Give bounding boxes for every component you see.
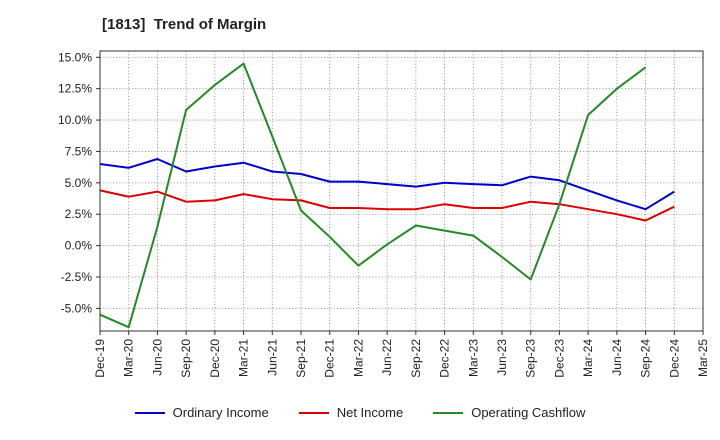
y-tick-label: 5.0% [65, 176, 93, 190]
x-tick-label: Mar-23 [466, 339, 480, 377]
y-tick-label: 7.5% [65, 144, 93, 158]
legend-label: Ordinary Income [172, 405, 269, 420]
y-tick-label: 2.5% [65, 207, 93, 221]
series-line-net-income [99, 189, 675, 222]
chart-title: [1813] Trend of Margin [102, 16, 267, 33]
x-tick-label: Jun-23 [495, 339, 509, 376]
x-tick-label: Mar-20 [122, 339, 136, 377]
x-tick-label: Dec-21 [323, 339, 337, 378]
series-lines [99, 62, 675, 329]
x-tick-label: Mar-25 [696, 339, 710, 377]
y-tick-label: -2.5% [61, 270, 93, 284]
x-tick-label: Mar-22 [351, 339, 365, 377]
x-axis-ticks: Dec-19 Mar-20 Jun-20 Sep-20 Dec-20 Mar-21 Jun-… [93, 331, 710, 378]
plot-frame [99, 50, 704, 332]
y-tick-label: 15.0% [58, 50, 92, 64]
legend-swatch [134, 411, 165, 414]
x-tick-label: Dec-19 [93, 339, 107, 378]
x-tick-label: Sep-21 [294, 339, 308, 378]
legend-label: Operating Cashflow [471, 405, 586, 420]
legend-label: Net Income [336, 405, 404, 420]
y-axis-ticks: 15.0% 12.5% 10.0% 7.5% 5.0% 2.5% 0.0% -2.5% -5.0… [58, 50, 100, 315]
x-tick-label: Jun-20 [150, 339, 164, 376]
series-line-operating-cashflow [99, 62, 647, 329]
x-tick-label: Sep-24 [639, 339, 653, 378]
y-tick-label: 12.5% [58, 82, 92, 96]
legend-swatch [433, 411, 464, 414]
x-tick-label: Dec-20 [208, 339, 222, 378]
x-tick-label: Jun-24 [610, 339, 624, 376]
x-tick-label: Sep-23 [524, 339, 538, 378]
legend: Ordinary Income Net Income Operating Cashf… [0, 405, 720, 420]
series-line-ordinary-income [99, 158, 675, 211]
legend-item: Ordinary Income [134, 405, 269, 420]
x-tick-label: Dec-22 [438, 339, 452, 378]
legend-item: Net Income [298, 405, 404, 420]
legend-item: Operating Cashflow [433, 405, 585, 420]
x-tick-label: Mar-24 [581, 339, 595, 377]
x-tick-label: Dec-23 [552, 339, 566, 378]
y-tick-label: 10.0% [58, 113, 92, 127]
y-tick-label: -5.0% [61, 301, 93, 315]
y-tick-label: 0.0% [65, 239, 93, 253]
legend-swatch [298, 411, 329, 414]
x-tick-label: Jun-22 [380, 339, 394, 376]
x-tick-label: Dec-24 [667, 339, 681, 378]
x-tick-label: Sep-20 [179, 339, 193, 378]
grid [100, 51, 703, 331]
margin-line-chart: 15.0% 12.5% 10.0% 7.5% 5.0% 2.5% 0.0% -2.5% -5.0… [58, 50, 710, 378]
x-tick-label: Sep-22 [409, 339, 423, 378]
x-tick-label: Mar-21 [237, 339, 251, 377]
x-tick-label: Jun-21 [265, 339, 279, 376]
